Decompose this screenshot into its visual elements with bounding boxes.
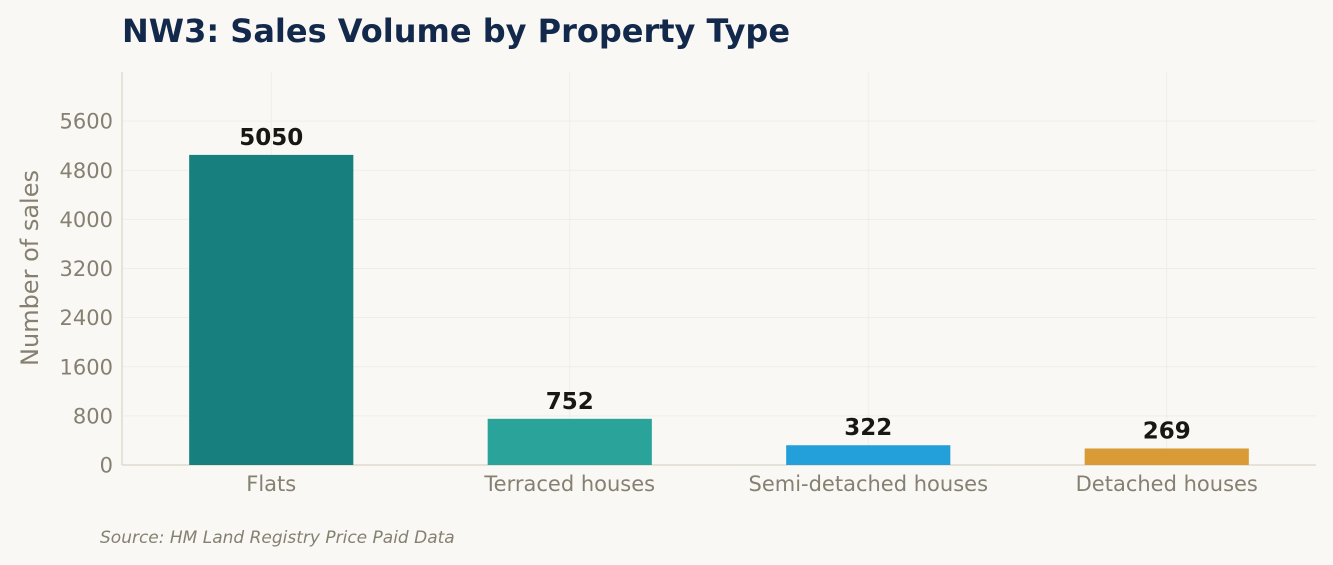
bars: [189, 154, 1249, 465]
y-axis-label: Number of sales: [16, 170, 44, 366]
bar: [189, 154, 354, 465]
x-tick-label: Terraced houses: [483, 472, 655, 496]
bar-value-label: 752: [546, 389, 594, 415]
tick-labels: 0 800 1600 2400 3200 4000 4800 5600 Flats Terrace…: [60, 110, 1258, 496]
x-tick-label: Flats: [246, 472, 296, 496]
x-tick-label: Detached houses: [1076, 472, 1258, 496]
y-tick-label: 2400: [60, 306, 113, 330]
y-tick-label: 4800: [60, 159, 113, 183]
chart-title: NW3: Sales Volume by Property Type: [122, 12, 790, 50]
bar-value-labels: 5050 752 322 269: [239, 125, 1191, 445]
source-note: Source: HM Land Registry Price Paid Data: [100, 528, 455, 548]
y-tick-label: 800: [73, 404, 113, 428]
bar: [487, 418, 652, 465]
y-tick-label: 3200: [60, 257, 113, 281]
y-tick-label: 1600: [60, 355, 113, 379]
y-tick-label: 5600: [60, 110, 113, 134]
bar: [1084, 448, 1249, 465]
y-tick-label: 4000: [60, 208, 113, 232]
bar-value-label: 5050: [239, 125, 303, 151]
x-tick-label: Semi-detached houses: [748, 472, 988, 496]
bar-value-label: 322: [844, 415, 892, 441]
bar-value-label: 269: [1143, 418, 1191, 444]
bar: [786, 445, 951, 465]
y-tick-label: 0: [100, 454, 113, 478]
